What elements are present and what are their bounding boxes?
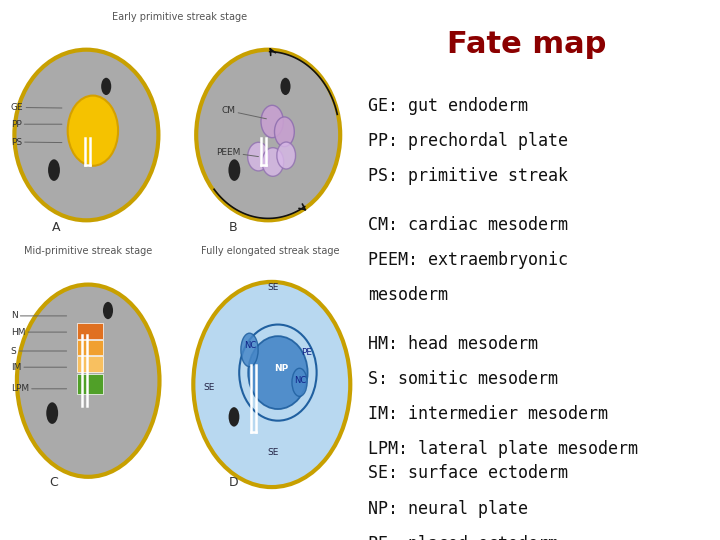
Bar	[77, 374, 103, 394]
Text: HM: HM	[11, 328, 66, 336]
Text: Mid-primitive streak stage: Mid-primitive streak stage	[24, 246, 153, 256]
Text: PS: PS	[11, 138, 62, 146]
Ellipse shape	[248, 336, 307, 409]
Text: mesoderm: mesoderm	[368, 286, 448, 304]
Ellipse shape	[276, 142, 296, 169]
Ellipse shape	[261, 105, 284, 138]
Ellipse shape	[17, 285, 160, 477]
Text: PEEM: PEEM	[216, 148, 258, 157]
Text: SE: SE	[267, 283, 279, 292]
Text: Fully elongated streak stage: Fully elongated streak stage	[201, 246, 339, 256]
Text: Fate map: Fate map	[448, 30, 607, 59]
Text: IM: IM	[11, 363, 66, 372]
Ellipse shape	[240, 333, 258, 367]
Ellipse shape	[196, 50, 340, 220]
Text: Early primitive streak stage: Early primitive streak stage	[112, 12, 248, 22]
Text: PE: placod ectoderm: PE: placod ectoderm	[368, 535, 558, 540]
Bar	[77, 323, 103, 339]
Text: LPM: LPM	[11, 384, 66, 393]
Ellipse shape	[228, 159, 240, 181]
Text: PE: PE	[301, 348, 312, 356]
Text: LPM: lateral plate mesoderm: LPM: lateral plate mesoderm	[368, 440, 638, 458]
Ellipse shape	[292, 368, 307, 396]
Text: GE: gut endoderm: GE: gut endoderm	[368, 97, 528, 115]
Ellipse shape	[68, 96, 118, 166]
Ellipse shape	[14, 50, 158, 220]
Text: S: somitic mesoderm: S: somitic mesoderm	[368, 370, 558, 388]
Text: D: D	[228, 476, 238, 489]
Ellipse shape	[274, 117, 294, 146]
Text: HM: head mesoderm: HM: head mesoderm	[368, 335, 538, 353]
Text: N: N	[11, 312, 66, 320]
Text: PS: primitive streak: PS: primitive streak	[368, 167, 568, 185]
Bar	[77, 356, 103, 372]
Text: C: C	[49, 476, 58, 489]
Ellipse shape	[281, 78, 291, 95]
Text: NC: NC	[294, 376, 306, 385]
Text: NC: NC	[244, 341, 256, 350]
Ellipse shape	[46, 402, 58, 424]
Text: IM: intermedier mesoderm: IM: intermedier mesoderm	[368, 405, 608, 423]
Bar	[77, 340, 103, 355]
Text: CM: CM	[222, 106, 266, 119]
Text: PEEM: extraembryonic: PEEM: extraembryonic	[368, 251, 568, 269]
Text: B: B	[229, 220, 238, 234]
Text: PP: prechordal plate: PP: prechordal plate	[368, 132, 568, 150]
Text: SE: SE	[204, 383, 215, 392]
Text: S: S	[11, 347, 66, 355]
Text: CM: cardiac mesoderm: CM: cardiac mesoderm	[368, 216, 568, 234]
Text: NP: neural plate: NP: neural plate	[368, 500, 528, 517]
Text: PP: PP	[11, 120, 62, 129]
Text: NP: NP	[274, 364, 288, 373]
Ellipse shape	[229, 407, 239, 427]
Ellipse shape	[262, 147, 284, 176]
Ellipse shape	[101, 78, 112, 95]
Text: A: A	[52, 220, 60, 234]
Ellipse shape	[248, 142, 269, 171]
Text: GE: GE	[11, 103, 62, 112]
Text: SE: SE	[267, 448, 279, 457]
Ellipse shape	[193, 282, 351, 487]
Ellipse shape	[48, 159, 60, 181]
Ellipse shape	[103, 302, 113, 319]
Text: SE: surface ectoderm: SE: surface ectoderm	[368, 464, 568, 482]
